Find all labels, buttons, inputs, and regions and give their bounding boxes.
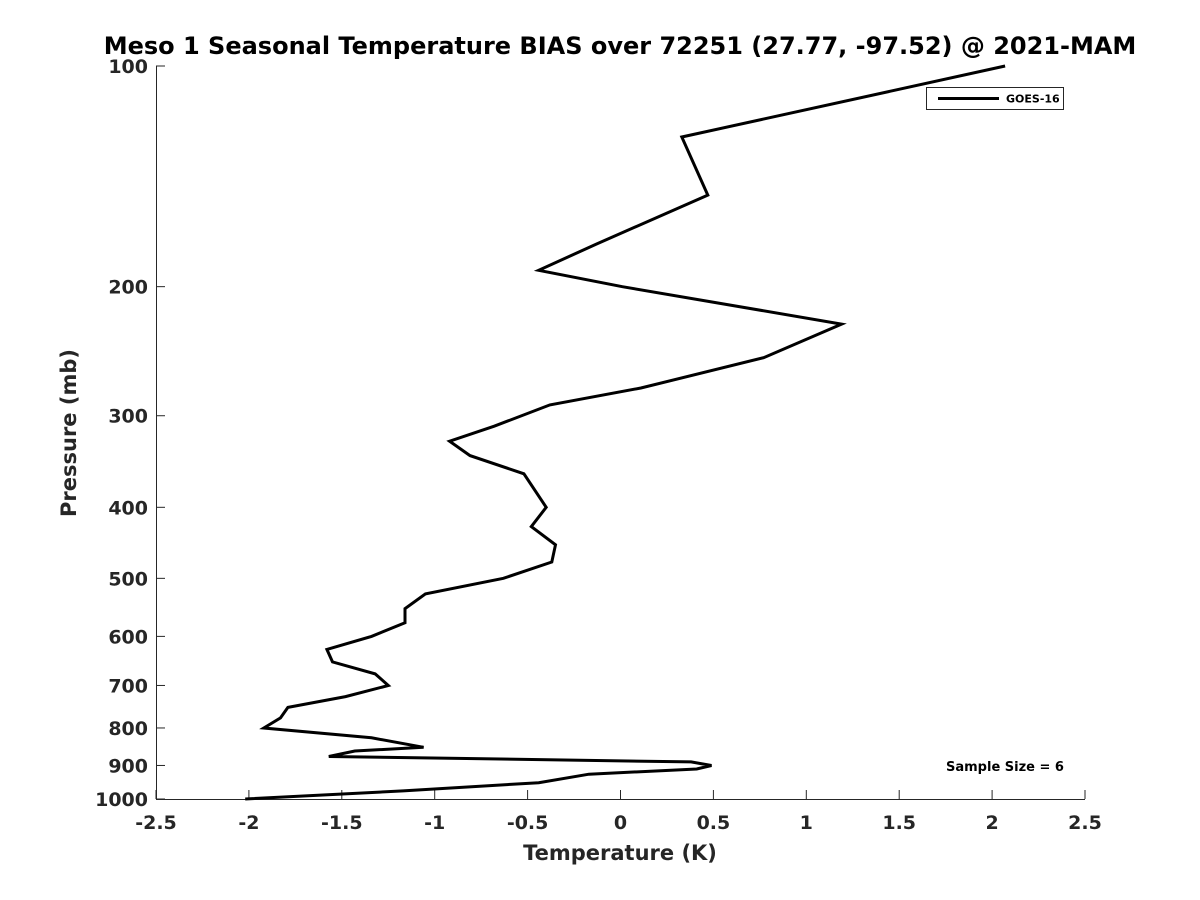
x-ticks: -2.5 -2 -1.5 -1 -0.5 0 0.5 1 1.5 2 2.5 [135, 790, 1102, 834]
x-tick-label: -2 [238, 812, 259, 834]
sample-size-annotation: Sample Size = 6 [946, 760, 1064, 775]
x-tick-label: 1.5 [882, 812, 916, 834]
x-tick-label: 2.5 [1068, 812, 1102, 834]
x-tick-label: 0 [614, 812, 627, 834]
plot-area [156, 66, 1085, 800]
legend-label-goes-16: GOES-16 [1006, 93, 1060, 106]
chart-title: Meso 1 Seasonal Temperature BIAS over 72… [104, 32, 1137, 60]
y-tick-label: 300 [108, 406, 148, 428]
y-tick-label: 900 [108, 755, 148, 777]
x-tick-label: -2.5 [135, 812, 177, 834]
x-tick-label: -0.5 [507, 812, 549, 834]
y-tick-label: 400 [108, 497, 148, 519]
x-tick-label: 0.5 [697, 812, 731, 834]
legend: GOES-16 [926, 87, 1064, 110]
x-tick-label: -1 [424, 812, 445, 834]
x-tick-label: -1.5 [321, 812, 363, 834]
x-tick-label: 1 [800, 812, 813, 834]
y-tick-label: 200 [108, 277, 148, 299]
y-tick-label: 800 [108, 718, 148, 740]
y-axis-label: Pressure (mb) [57, 349, 81, 517]
y-ticks: 100 200 300 400 500 600 700 800 900 1000 [95, 56, 165, 811]
x-axis-label: Temperature (K) [523, 841, 717, 865]
y-tick-label: 700 [108, 675, 148, 697]
y-tick-label: 600 [108, 626, 148, 648]
x-tick-label: 2 [985, 812, 998, 834]
y-tick-label: 100 [108, 56, 148, 78]
y-tick-label: 1000 [95, 789, 148, 811]
series-layer [245, 64, 1006, 801]
series-line-goes-16 [245, 64, 1006, 801]
y-tick-label: 500 [108, 568, 148, 590]
